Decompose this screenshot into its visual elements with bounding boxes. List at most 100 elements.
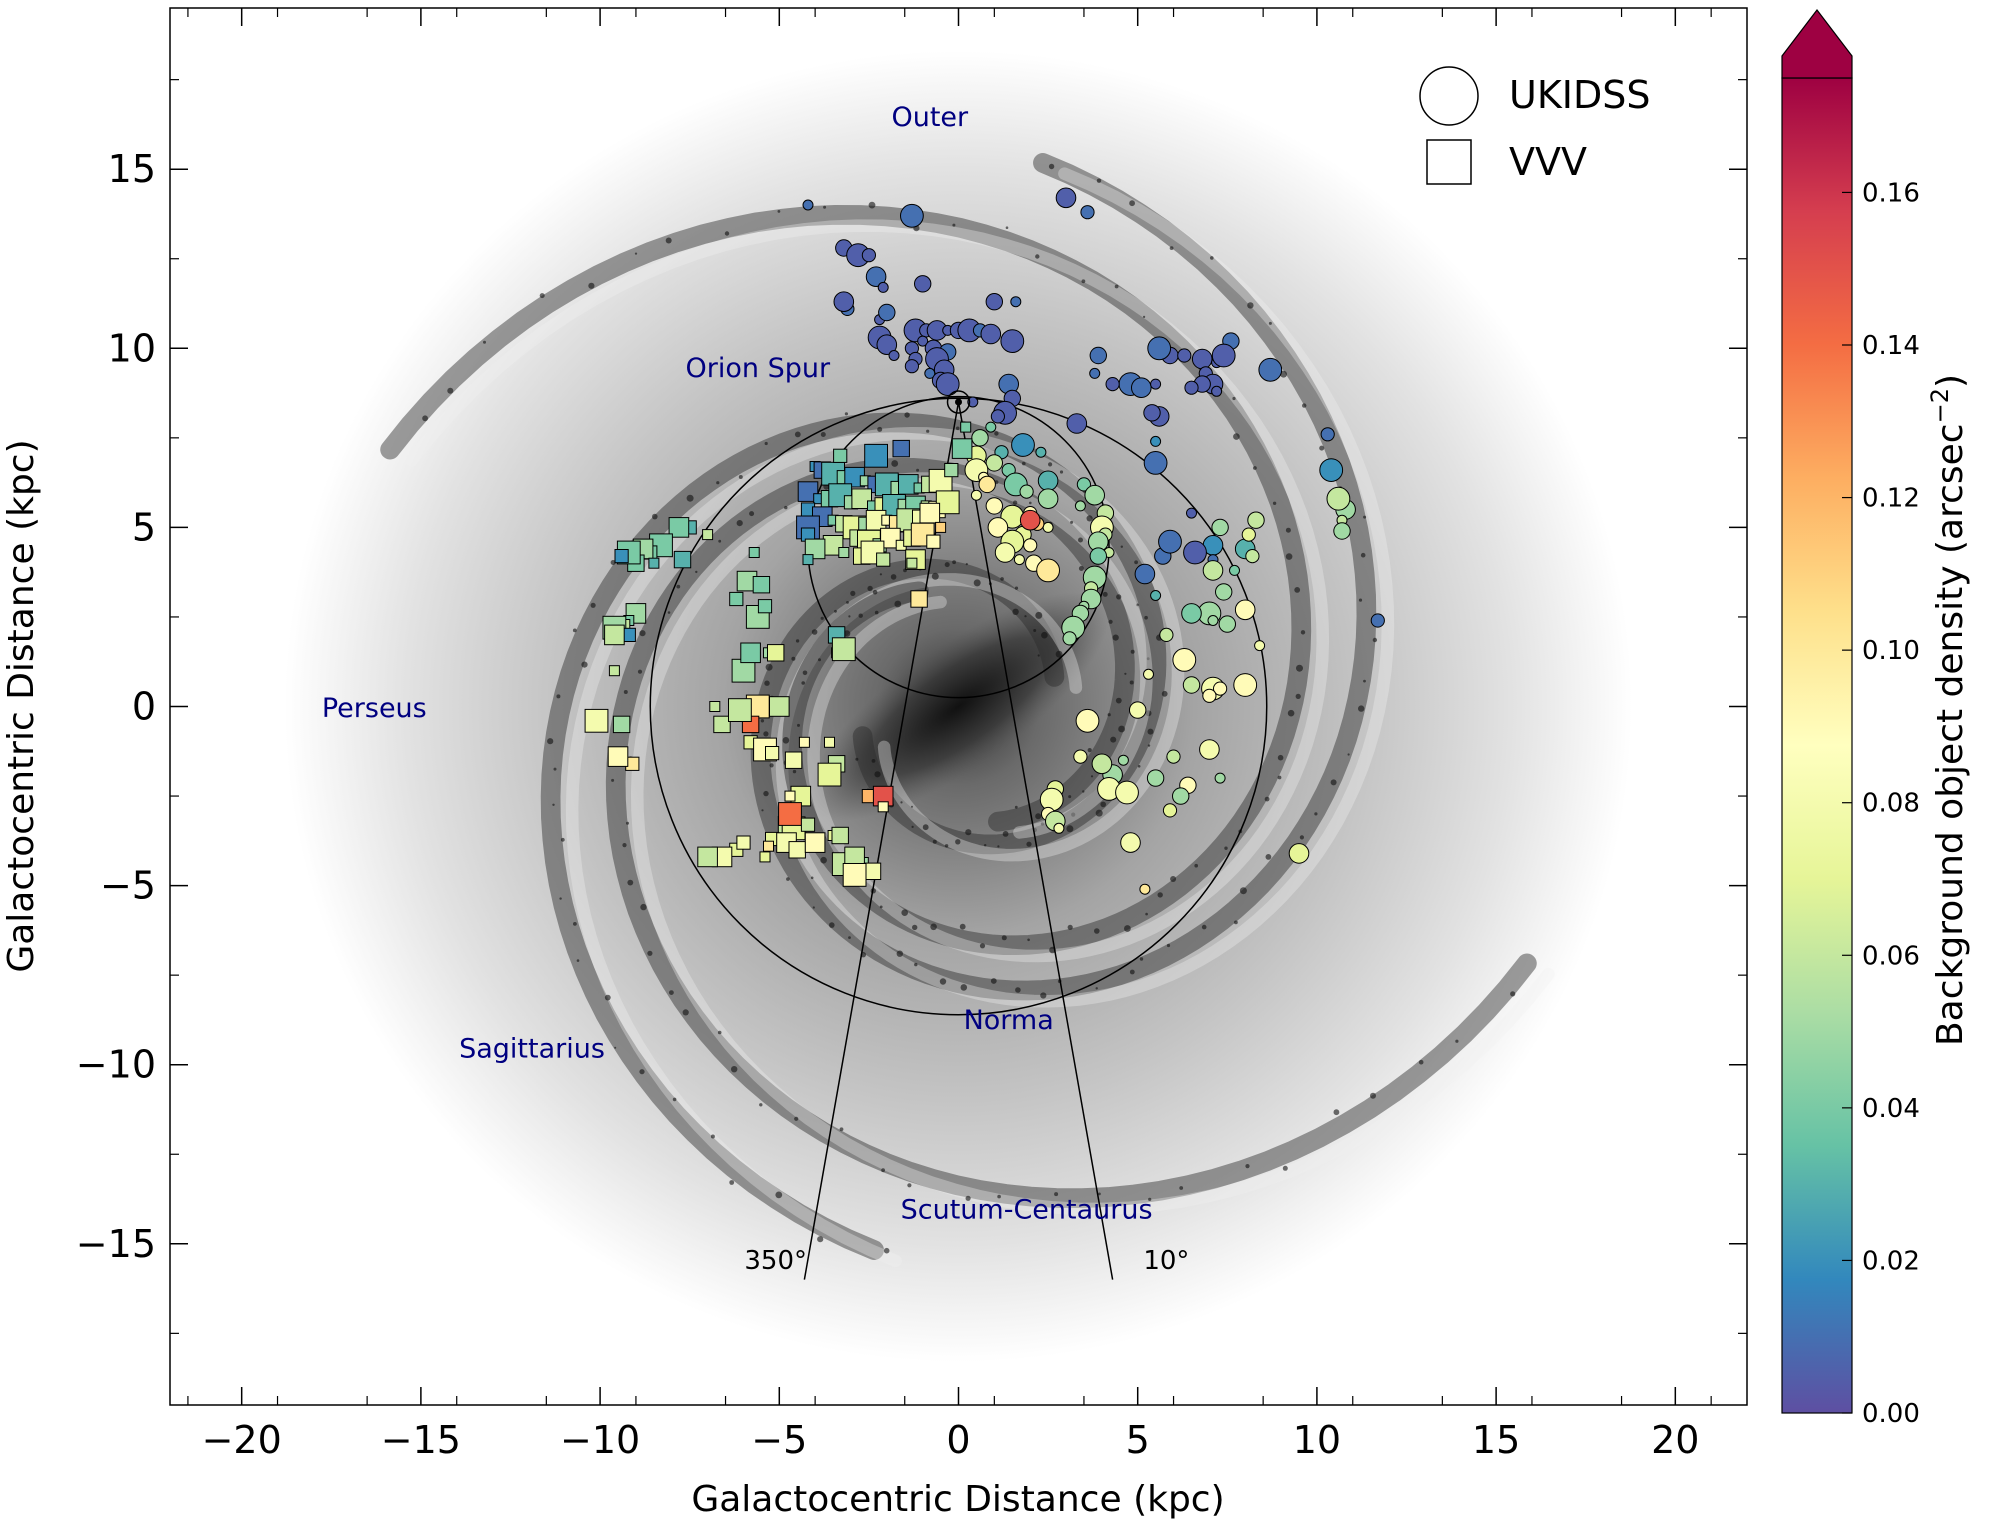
ukidss-point <box>833 291 855 313</box>
ukidss-point <box>1177 348 1192 363</box>
arm-speckle <box>716 481 720 485</box>
ukidss-point <box>980 323 1002 345</box>
arm-speckle <box>1370 1092 1376 1099</box>
arm-speckle <box>1277 775 1282 780</box>
arm-speckle <box>891 460 899 467</box>
arm-speckle <box>802 670 808 676</box>
arm-speckle <box>626 821 629 825</box>
arm-speckle <box>843 630 851 637</box>
vvv-point <box>906 557 918 569</box>
arm-speckle <box>483 340 486 344</box>
arm-speckle <box>1022 461 1026 466</box>
arm-speckle <box>1067 924 1073 930</box>
ukidss-point <box>1062 631 1077 646</box>
axis-ticks: −20 −15 −10 −5 0 5 10 15 20 −15 −10 −5 0 5 10 15 <box>76 8 1747 1462</box>
arm-speckle <box>820 432 826 437</box>
arm-speckle <box>1035 254 1040 259</box>
arm-speckle <box>979 943 986 949</box>
vvv-point <box>804 832 826 853</box>
ukidss-point <box>985 421 997 433</box>
ukidss-point <box>1218 615 1237 633</box>
vvv-point <box>800 817 816 832</box>
ukidss-point <box>1143 451 1168 475</box>
ukidss-point <box>1150 590 1162 601</box>
ukidss-point <box>1037 470 1059 492</box>
arm-speckle <box>990 978 997 984</box>
ukidss-point <box>1234 599 1256 621</box>
ukidss-point <box>1150 435 1162 447</box>
arm-speckle <box>792 769 797 774</box>
plot-area: 350° 10° Outer Orion Spur Perseus Sagittariu… <box>170 8 1747 1405</box>
colorbar-label-sup: −2 <box>1926 388 1954 423</box>
arm-speckle <box>896 950 903 957</box>
ukidss-point <box>1037 488 1059 510</box>
arm-speckle <box>581 661 588 668</box>
arm-speckle <box>769 763 774 768</box>
vvv-point <box>697 846 718 868</box>
vvv-point <box>831 826 849 845</box>
arm-speckle <box>665 237 672 244</box>
arm-speckle <box>610 560 616 565</box>
arm-speckle <box>1029 501 1032 505</box>
arm-speckle <box>871 759 876 763</box>
sun-marker-ring <box>946 390 971 414</box>
ukidss-point <box>971 429 989 447</box>
arm-speckle <box>1347 753 1350 756</box>
arm-speckle <box>1130 649 1135 654</box>
ukidss-point <box>1186 507 1197 519</box>
arm-speckle <box>1114 284 1119 289</box>
arm-speckle <box>1066 825 1074 833</box>
arm-speckle <box>984 844 987 847</box>
ukidss-point <box>994 542 1016 563</box>
arm-speckle <box>1285 527 1291 533</box>
arm-speckle <box>850 590 856 597</box>
arm-speckle <box>763 790 769 797</box>
vvv-point <box>709 701 721 712</box>
arm-speckle <box>1086 515 1093 522</box>
ukidss-point <box>1150 378 1162 390</box>
colorbar: 0.00 0.02 0.04 0.06 0.08 0.10 0.12 0.14 0.16 Bac… <box>1781 9 1971 1429</box>
vvv-point <box>608 665 620 677</box>
arm-speckle <box>559 897 562 900</box>
arm-speckle <box>1363 679 1366 683</box>
arm-speckle <box>588 282 595 289</box>
arm-speckle <box>960 984 968 991</box>
vvv-point <box>668 517 690 538</box>
ukidss-point <box>1258 357 1283 382</box>
arm-speckle <box>817 1236 824 1243</box>
vvv-point <box>752 576 771 594</box>
arm-speckle <box>676 584 681 589</box>
ukidss-point <box>1158 529 1182 554</box>
arm-speckle <box>874 771 881 778</box>
arm-speckle <box>1247 302 1254 309</box>
arm-speckle <box>669 990 674 995</box>
arm-speckle <box>1041 631 1048 639</box>
arm-speckle <box>627 879 634 886</box>
arm-speckle <box>1147 728 1154 735</box>
vvv-point <box>728 698 752 723</box>
arm-speckle <box>1129 680 1134 685</box>
ukidss-point <box>861 248 877 263</box>
arm-speckle <box>1078 566 1084 571</box>
arm-speckle <box>834 609 837 613</box>
y-tick-label: 10 <box>108 326 156 370</box>
vvv-point <box>802 554 814 566</box>
arm-speckle <box>1179 1186 1184 1190</box>
arm-speckle <box>760 719 765 723</box>
vvv-point <box>851 488 873 509</box>
arm-speckle <box>1146 657 1150 661</box>
arm-speckle <box>724 231 730 236</box>
vvv-point <box>892 439 910 458</box>
ukidss-point <box>1211 385 1223 397</box>
arm-speckle <box>761 809 764 812</box>
arm-speckle <box>846 601 849 604</box>
vvv-point <box>788 841 806 859</box>
ukidss-point <box>865 266 887 288</box>
ukidss-point <box>1172 648 1197 672</box>
vvv-point <box>769 696 790 717</box>
arm-speckle <box>1314 812 1318 816</box>
ukidss-point <box>1233 673 1258 697</box>
ukidss-point <box>1091 753 1113 775</box>
arm-label: Outer <box>891 102 969 133</box>
arm-speckle <box>1296 664 1303 672</box>
